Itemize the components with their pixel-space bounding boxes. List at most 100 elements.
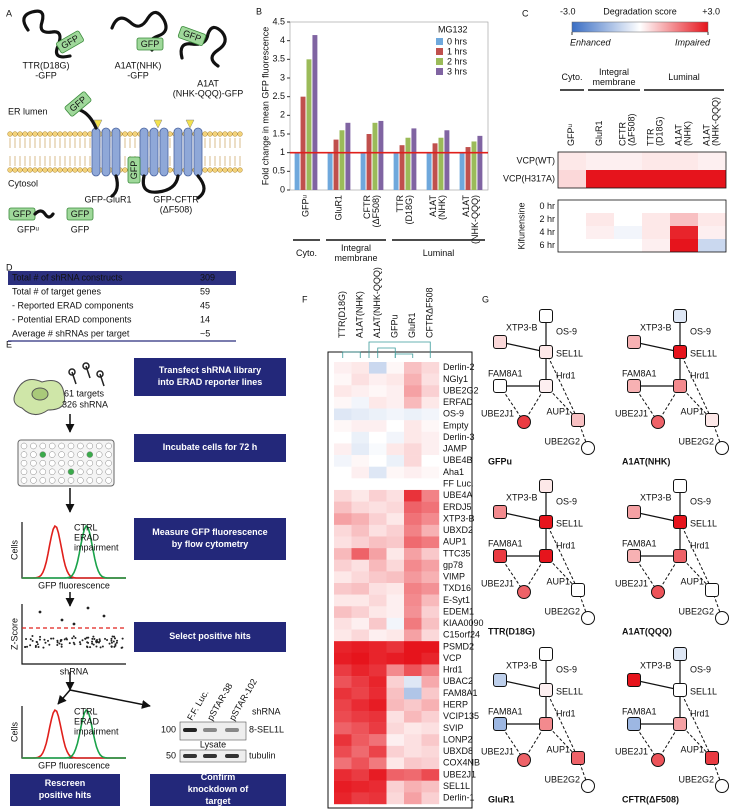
- heat-cell: [404, 478, 422, 491]
- well: [58, 468, 65, 476]
- scatter-dot: [87, 636, 90, 639]
- heat-cell: [334, 408, 352, 421]
- heat-cell: [386, 722, 405, 735]
- lipid-head: [72, 131, 78, 137]
- node: [627, 673, 641, 687]
- node-label: Hrd1: [556, 540, 576, 550]
- heat-cell: [386, 699, 405, 712]
- curve-label: ERAD: [74, 532, 100, 542]
- scatter-dot: [121, 637, 124, 640]
- heat-cell: [698, 200, 726, 213]
- axis-title: GFP fluorescence: [38, 580, 110, 590]
- heat-cell: [404, 466, 422, 479]
- node-label: SEL1L: [556, 348, 583, 358]
- heat-cell: [334, 489, 352, 502]
- heat-cell: [404, 629, 422, 642]
- gfp-tag: GFP: [66, 207, 94, 221]
- legend-swatch: [436, 38, 443, 45]
- y-tick-label: 4.5: [272, 16, 285, 26]
- well: [30, 468, 37, 476]
- shrna-stem: [71, 371, 77, 385]
- heat-cell: [334, 559, 352, 572]
- heat-cell: [334, 362, 352, 374]
- lipid-head: [77, 167, 83, 173]
- heat-cell: [558, 152, 586, 170]
- heat-cell: [369, 536, 387, 549]
- node: [627, 549, 641, 563]
- heat-cell: [386, 455, 405, 467]
- bar: [312, 35, 318, 190]
- well: [48, 468, 56, 476]
- bar: [399, 145, 405, 190]
- row-label: PSMD2: [443, 641, 474, 651]
- node-label: Hrd1: [690, 708, 710, 718]
- heat-cell: [351, 687, 370, 700]
- protein-label: GFP: [71, 224, 90, 234]
- node: [571, 751, 585, 765]
- dendrogram: [377, 347, 396, 358]
- heat-cell: [642, 152, 670, 170]
- edge: [633, 511, 681, 525]
- bar: [459, 152, 465, 190]
- colorbar-note: Impaired: [675, 37, 711, 47]
- heat-cell: [404, 792, 422, 805]
- table-cell: ~5: [200, 328, 210, 338]
- scatter-dot: [60, 618, 64, 622]
- row-label: 0 hr: [539, 201, 555, 211]
- scatter-dot: [43, 638, 46, 641]
- heat-cell: [369, 617, 387, 630]
- node: [539, 379, 553, 393]
- heat-cell: [369, 780, 387, 793]
- step-box-bg: [150, 774, 286, 806]
- y-tick-label: 2: [280, 110, 285, 120]
- gfp-tag-label: GFP: [141, 39, 160, 49]
- heat-cell: [558, 213, 586, 226]
- column-label: GluR1: [594, 120, 604, 146]
- x-tick-label: GluR1: [334, 195, 344, 221]
- node: [493, 379, 507, 393]
- heat-cell: [334, 431, 352, 444]
- node-label: Hrd1: [690, 540, 710, 550]
- heat-cell: [614, 200, 642, 213]
- protein-label: A1AT: [197, 78, 219, 88]
- y-tick-label: 2.5: [272, 91, 285, 101]
- heat-cell: [558, 200, 586, 213]
- protein: [110, 10, 168, 52]
- heat-cell: [369, 559, 387, 572]
- y-tick-label: 0: [280, 184, 285, 194]
- well: [77, 468, 84, 476]
- lipid-head: [227, 167, 233, 173]
- heat-cell: [351, 769, 370, 781]
- node-label: UBE2J1: [481, 408, 514, 418]
- shrna-loop: [96, 370, 104, 378]
- scatter-dot: [79, 643, 82, 646]
- heat-cell: [386, 676, 405, 688]
- scatter-dot: [56, 641, 59, 644]
- node: [715, 611, 729, 625]
- bar: [294, 152, 300, 190]
- bar: [360, 152, 366, 190]
- curve-label: impairment: [74, 542, 119, 552]
- heat-cell: [404, 699, 422, 712]
- gfp-tag-label: GFP: [13, 209, 32, 219]
- row-label: HERP: [443, 700, 468, 710]
- heat-cell: [386, 652, 405, 665]
- row-label: VCP(WT): [517, 155, 556, 165]
- heat-frame: [557, 199, 727, 253]
- heat-cell: [386, 524, 405, 537]
- band: [203, 728, 217, 732]
- well: [39, 459, 47, 467]
- heat-cell: [421, 606, 440, 619]
- protein-label: TTR(D18G): [23, 60, 70, 70]
- legend-swatch: [436, 58, 443, 65]
- heat-cell: [421, 524, 440, 537]
- blot-label: tubulin: [249, 750, 276, 760]
- heat-cell: [586, 170, 614, 188]
- node-label: UBE2G2: [678, 774, 714, 784]
- column-label: A1AT(NHK-QQQ): [702, 97, 721, 146]
- node: [539, 717, 553, 731]
- heat-cell: [614, 239, 642, 252]
- heat-cell: [404, 571, 422, 584]
- node: [705, 413, 719, 427]
- node: [571, 583, 585, 597]
